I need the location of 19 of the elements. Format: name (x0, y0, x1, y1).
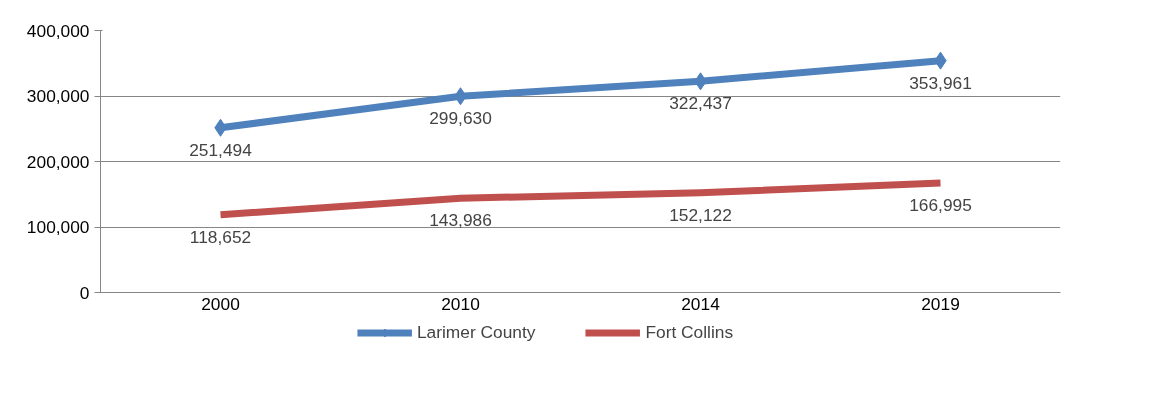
x-tick-label: 2019 (921, 293, 960, 314)
data-label: 251,494 (189, 139, 253, 160)
data-label: 118,652 (189, 226, 252, 247)
x-tick-label: 2010 (441, 293, 480, 314)
legend-label: Larimer County (416, 321, 536, 343)
y-tick-label: 0 (79, 282, 90, 303)
data-label: 322,437 (669, 93, 732, 114)
x-tick-label: 2000 (201, 293, 240, 314)
data-label: 143,986 (429, 210, 492, 231)
data-label: 299,630 (429, 108, 492, 129)
data-label: 152,122 (669, 204, 732, 225)
data-label: 166,995 (909, 195, 972, 216)
y-tick-label: 400,000 (26, 20, 90, 41)
y-tick-label: 100,000 (26, 217, 90, 237)
y-tick-label: 300,000 (26, 86, 90, 106)
legend-label: Fort Collins (645, 321, 734, 343)
x-tick-label: 2014 (681, 293, 721, 314)
y-tick-label: 200,000 (26, 151, 90, 172)
data-label: 353,961 (909, 72, 972, 93)
